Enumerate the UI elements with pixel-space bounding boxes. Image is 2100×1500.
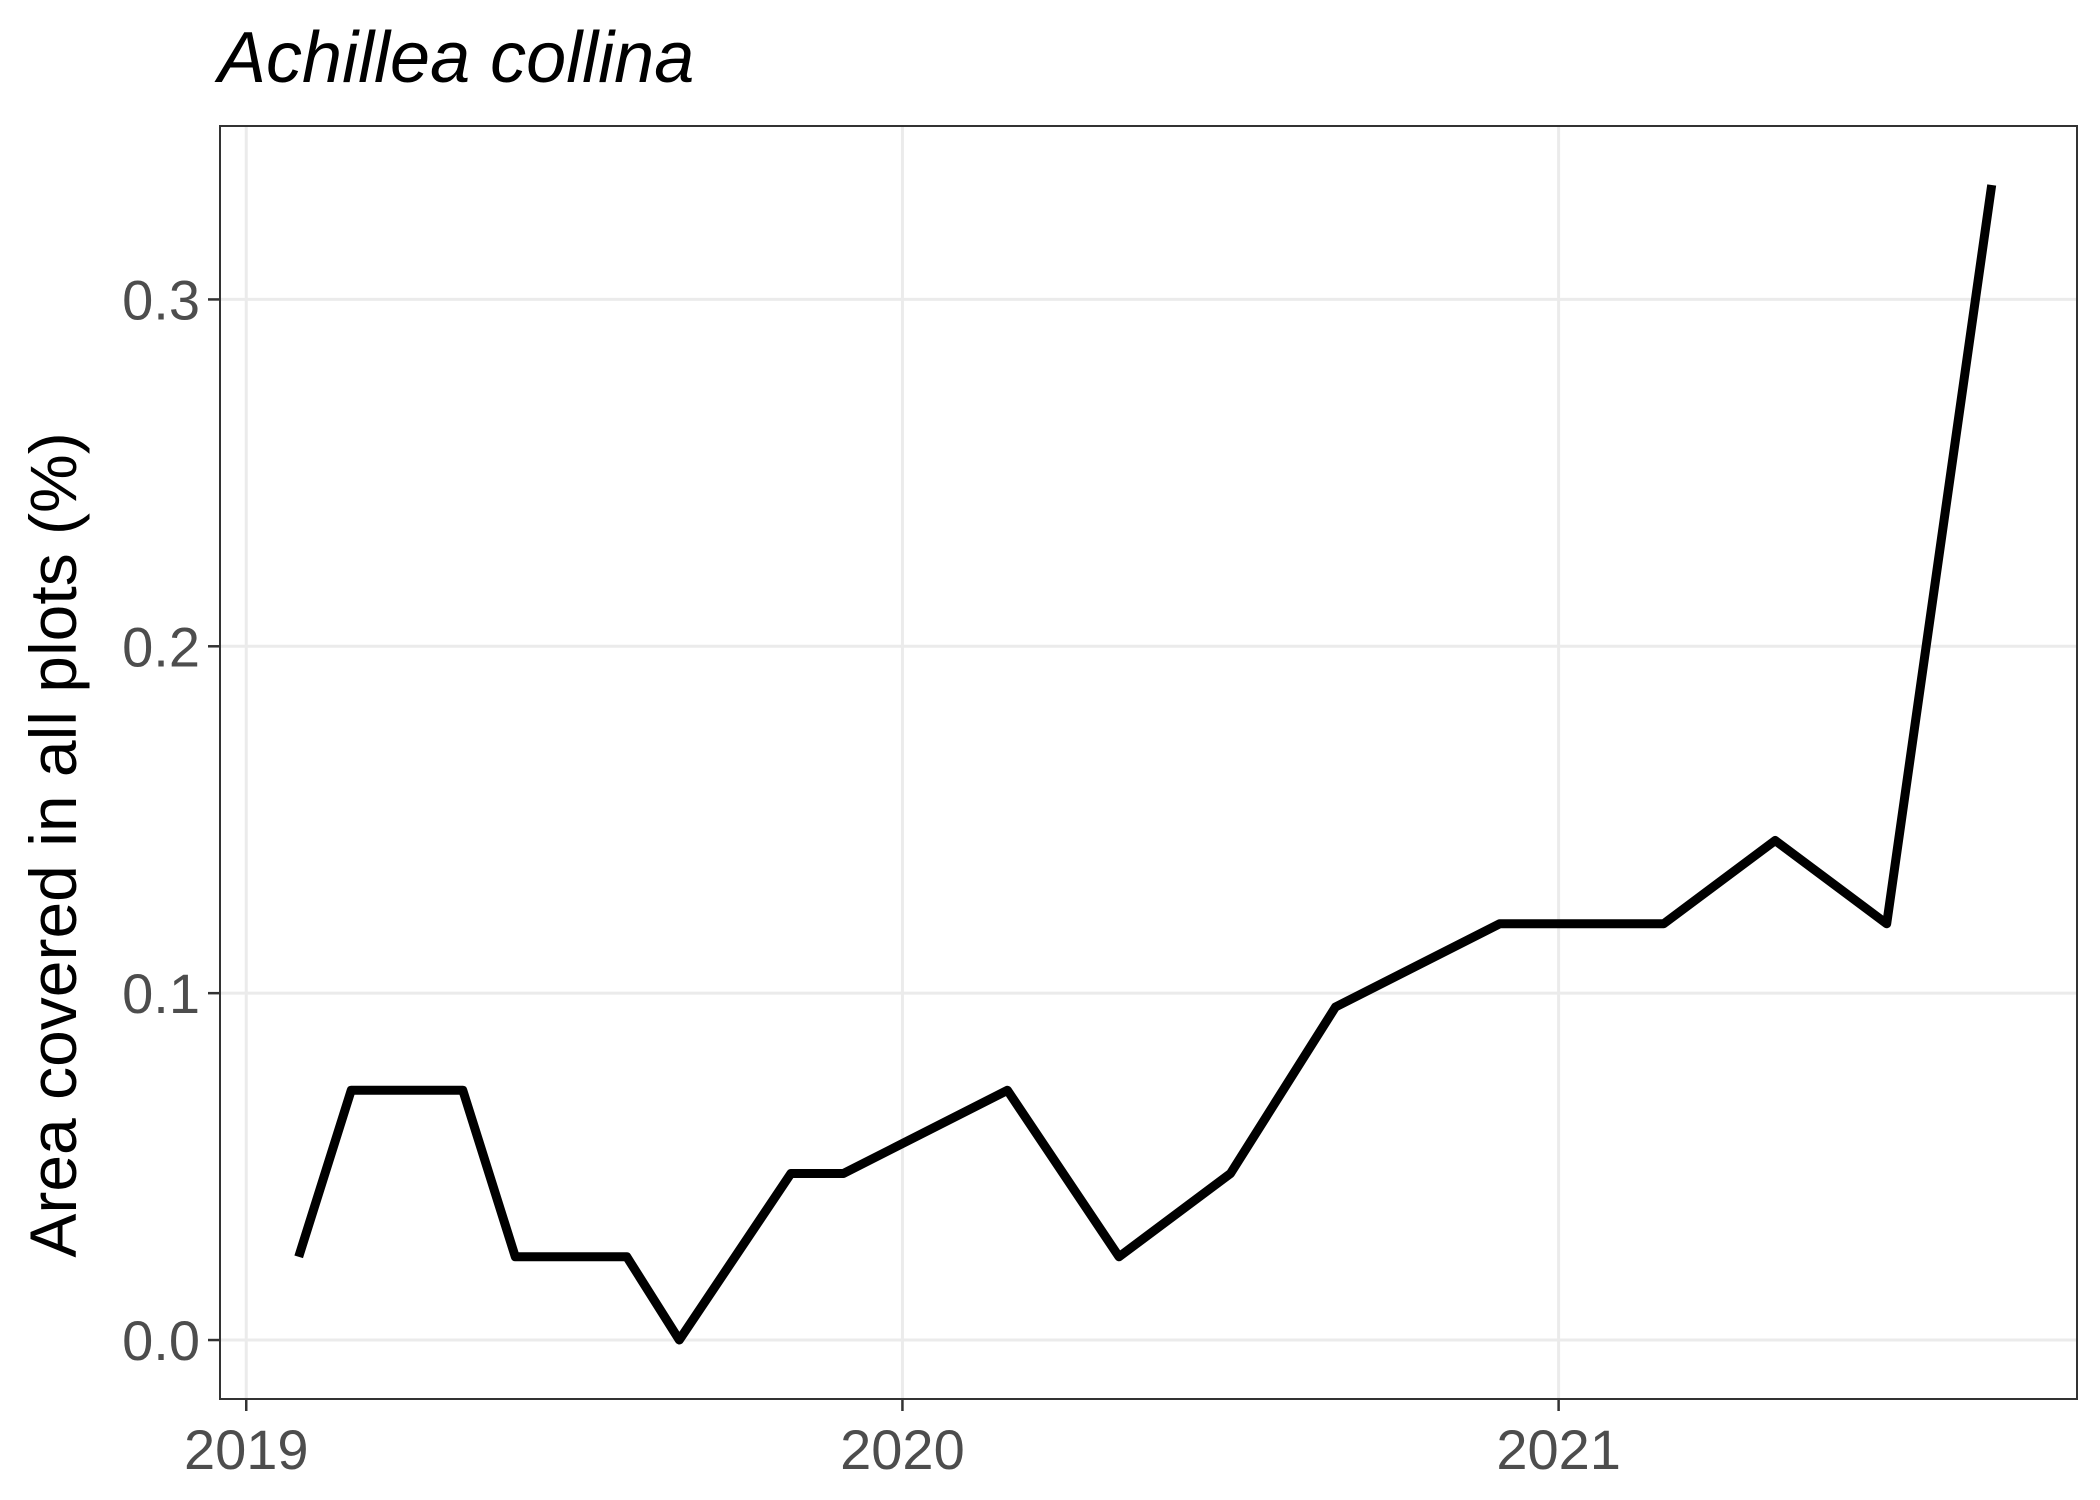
gridlines (220, 126, 2077, 1399)
chart-title: Achillea collina (214, 18, 694, 98)
series-layer (294, 184, 1997, 1345)
y-tick-label: 0.3 (122, 268, 200, 331)
axis-ticks: 0.0 0.1 0.2 0.3 2019 2020 2021 (122, 268, 1621, 1481)
x-tick-label: 2019 (184, 1418, 309, 1481)
y-axis-label: Area covered in all plots (%) (16, 432, 90, 1257)
y-tick-label: 0.2 (122, 615, 200, 678)
x-tick-label: 2021 (1496, 1418, 1621, 1481)
plot-panel-border (219, 125, 2078, 1400)
x-tick-label: 2020 (840, 1418, 965, 1481)
series-line (294, 184, 1997, 1345)
y-tick-label: 0.1 (122, 962, 200, 1025)
y-tick-label: 0.0 (122, 1309, 200, 1372)
